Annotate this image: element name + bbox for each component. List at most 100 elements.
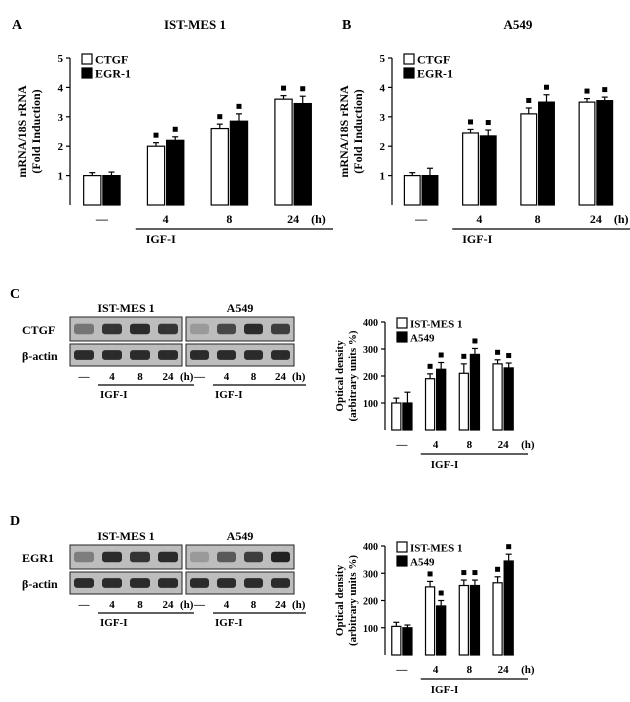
legend-label: IST-MES 1 [410, 543, 462, 555]
legend-label: CTGF [417, 53, 450, 67]
y-tick-label: 3 [380, 112, 386, 124]
legend-swatch [81, 53, 93, 65]
blot-band [158, 323, 178, 335]
y-tick-label: 100 [363, 624, 378, 635]
y-tick-label: 4 [58, 82, 64, 94]
bar-open [458, 372, 469, 431]
blot-unit-label: (h) [292, 599, 306, 611]
treatment-label: IGF-I [146, 232, 176, 246]
y-axis-label: Optical density(arbitrary units %) [334, 555, 359, 646]
y-axis-label-line: (Fold Induction) [29, 89, 43, 173]
significance-marker [472, 570, 478, 576]
y-tick-label: 5 [58, 53, 64, 65]
chart-b: 1 2 3 4 5 mRNA/18S rRNA(Fold Induction) — 4 8 24 (… [337, 53, 630, 246]
bar-filled [102, 175, 121, 206]
bar-open [424, 586, 436, 656]
significance-marker [153, 132, 159, 138]
blot-lane-label: 8 [137, 599, 143, 611]
significance-marker [602, 87, 608, 93]
blot-band [158, 350, 178, 360]
blot-band [190, 578, 209, 588]
blot-lane-label: — [193, 599, 206, 611]
y-tick-label: 1 [380, 171, 386, 183]
bar-filled [479, 135, 497, 206]
y-axis-label-line: (arbitrary units %) [347, 330, 359, 421]
bar-filled [166, 139, 185, 206]
bar-open [578, 101, 596, 206]
blot-band [217, 551, 236, 563]
blot-lane-label: 8 [251, 599, 257, 611]
y-axis-label-line: mRNA/18S rRNA [337, 85, 351, 178]
blot-unit-label: (h) [292, 371, 306, 383]
x-tick-label: 4 [476, 212, 482, 226]
blot-membrane [185, 571, 295, 595]
legend-swatch [403, 53, 415, 65]
x-tick-label: 24 [287, 212, 299, 226]
legend-swatch [396, 555, 408, 567]
treatment-label: IGF-I [462, 232, 492, 246]
blot-row-label: CTGF [22, 323, 55, 337]
y-tick-label: 400 [363, 542, 378, 553]
bar-filled [293, 102, 312, 206]
significance-marker [461, 570, 467, 576]
bar-open [146, 145, 166, 206]
significance-marker [427, 363, 433, 369]
y-axis-label: Optical density(arbitrary units %) [334, 330, 359, 421]
y-axis-label: mRNA/18S rRNA(Fold Induction) [15, 85, 43, 178]
y-axis-label-line: Optical density [334, 340, 346, 412]
blot-band [217, 323, 236, 335]
y-tick-label: 300 [363, 345, 378, 356]
blot-unit-label: (h) [180, 599, 194, 611]
significance-marker [217, 114, 223, 120]
bar-filled [402, 402, 413, 431]
blot-lane-label: — [78, 371, 91, 383]
bar-filled [596, 100, 614, 206]
treatment-label: IGF-I [431, 684, 459, 696]
blot-band [130, 323, 150, 335]
significance-marker [438, 352, 444, 358]
blot-row-label: EGR1 [22, 551, 54, 565]
blot-band [271, 551, 290, 563]
blot-band [74, 323, 94, 335]
bar-open [492, 363, 503, 431]
bar-open [83, 175, 102, 206]
y-axis-label-line: (Fold Induction) [351, 89, 365, 173]
bar-open [520, 113, 538, 206]
legend-label: EGR-1 [417, 67, 453, 81]
blot-lane-label: 24 [163, 371, 175, 383]
significance-marker [236, 103, 242, 109]
y-tick-label: 5 [380, 53, 386, 65]
significance-marker [485, 120, 491, 126]
blot-band [74, 350, 94, 360]
bar-open [458, 584, 469, 656]
y-tick-label: 200 [363, 597, 378, 608]
bar-filled [436, 368, 447, 431]
chart-d: 100 200 300 400 Optical density(arbitrary un… [334, 541, 535, 696]
legend-swatch [403, 67, 415, 79]
bar-open [462, 132, 479, 206]
panel-label-a: A [12, 18, 23, 33]
blot-band [271, 350, 290, 360]
blot-lane-label: 24 [163, 599, 175, 611]
blot-band [244, 578, 263, 588]
significance-marker [172, 126, 178, 132]
blot-unit-label: (h) [180, 371, 194, 383]
significance-marker [543, 84, 549, 90]
treatment-label: IGF-I [431, 459, 459, 471]
y-tick-label: 300 [363, 569, 378, 580]
y-tick-label: 1 [58, 171, 64, 183]
blot-treatment-label: IGF-I [215, 389, 243, 401]
blot-band [217, 578, 236, 588]
legend-label: IST-MES 1 [410, 319, 462, 331]
blot-row-label: β-actin [22, 349, 58, 363]
x-tick-label: — [95, 212, 109, 226]
bar-open [210, 127, 229, 206]
panel-label-d: D [10, 514, 20, 529]
blot-group-title: A549 [227, 529, 254, 543]
x-tick-label: 4 [433, 664, 439, 676]
significance-marker [506, 353, 512, 359]
bar-open [424, 378, 436, 431]
bar-filled [469, 584, 481, 656]
legend-label: EGR-1 [95, 67, 131, 81]
